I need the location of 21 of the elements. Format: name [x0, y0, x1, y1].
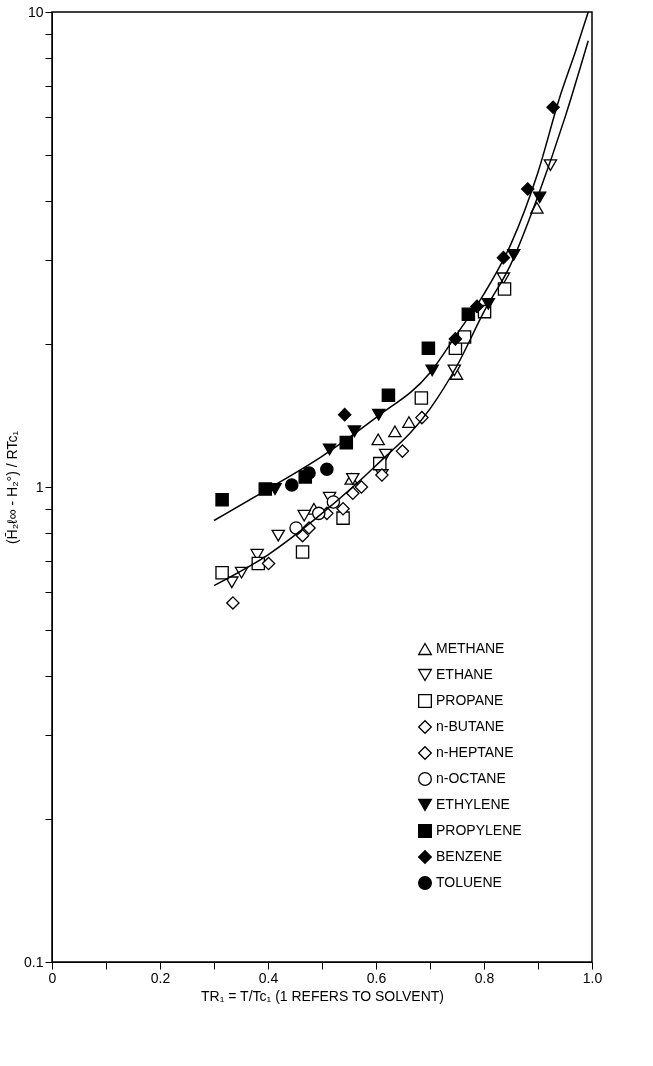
- legend-label: TOLUENE: [436, 874, 502, 890]
- y-tick-label: 10: [27, 3, 44, 20]
- legend-label: METHANE: [436, 640, 505, 656]
- x-tick-label: 0.8: [474, 969, 495, 986]
- x-tick-label: 1.0: [582, 969, 603, 986]
- legend-label: n-HEPTANE: [436, 744, 514, 760]
- x-tick-label: 0: [48, 969, 57, 986]
- x-tick-label: 0.4: [258, 969, 279, 986]
- x-tick-label: 0.2: [150, 969, 171, 986]
- legend-label: PROPANE: [436, 692, 504, 708]
- y-tick-label: 1: [35, 478, 44, 495]
- x-axis-title: TR₁ = T/Tc₁ (1 REFERS TO SOLVENT): [201, 987, 444, 1004]
- legend-label: ETHYLENE: [436, 796, 510, 812]
- legend-label: n-BUTANE: [436, 718, 505, 734]
- y-tick-label: 0.1: [24, 953, 44, 970]
- y-axis-title: (H̄₂ℓ∞ - H₂°) / RTc₁: [4, 430, 21, 545]
- legend-label: ETHANE: [436, 666, 493, 682]
- legend-label: BENZENE: [436, 848, 503, 864]
- legend-label: n-OCTANE: [436, 770, 506, 786]
- legend-label: PROPYLENE: [436, 822, 522, 838]
- x-tick-label: 0.6: [366, 969, 387, 986]
